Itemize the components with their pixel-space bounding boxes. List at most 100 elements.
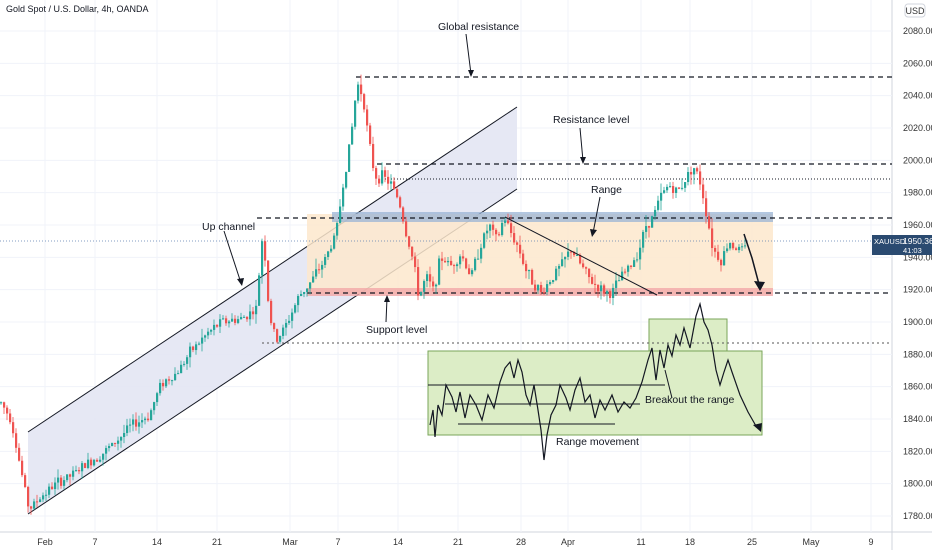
candle-body	[36, 501, 39, 503]
candle-body	[339, 206, 342, 223]
candle-body	[576, 254, 579, 256]
candle-body	[180, 364, 183, 374]
candle-body	[525, 263, 528, 272]
candle-body	[426, 274, 429, 282]
candle-body	[363, 94, 366, 110]
x-tick-label: 14	[393, 537, 403, 547]
annotation-labels: Global resistance Resistance level Range…	[202, 21, 734, 448]
candle-body	[663, 190, 666, 193]
x-tick-label: 11	[636, 537, 645, 547]
candle-body	[693, 168, 696, 175]
up-channel-pointer-head	[237, 278, 244, 286]
candle-body	[486, 230, 489, 234]
range-movement-label: Range movement	[556, 436, 639, 448]
y-tick-label: 2020.000	[903, 123, 932, 133]
candle-body	[63, 480, 66, 486]
candle-body	[540, 285, 543, 292]
x-tick-label: Feb	[37, 537, 53, 547]
candle-body	[276, 329, 279, 342]
candle-body	[6, 407, 9, 414]
candle-body	[270, 300, 273, 324]
candle-body	[405, 221, 408, 237]
candle-body	[216, 324, 219, 327]
candle-body	[342, 187, 345, 207]
candle-body	[60, 477, 63, 486]
candle-body	[135, 419, 138, 427]
candle-body	[315, 269, 318, 277]
candle-body	[399, 197, 402, 208]
candle-body	[378, 178, 381, 184]
candle-body	[102, 453, 105, 460]
candle-body	[234, 318, 237, 323]
y-tick-label: 1960.000	[903, 220, 932, 230]
candle-body	[474, 258, 477, 271]
candle-body	[132, 419, 135, 425]
candle-body	[513, 233, 516, 243]
candle-body	[351, 126, 354, 145]
resistance-level-label: Resistance level	[553, 114, 629, 126]
candle-body	[210, 329, 213, 332]
candle-body	[90, 459, 93, 466]
candle-body	[741, 246, 744, 248]
candle-body	[462, 256, 465, 259]
candle-body	[420, 291, 423, 296]
inset-arrowhead	[753, 423, 762, 432]
candle-body	[78, 470, 81, 472]
candle-body	[735, 248, 738, 251]
candle-body	[384, 170, 387, 177]
candle-body	[39, 499, 42, 502]
candle-body	[267, 260, 270, 301]
x-tick-label: Apr	[561, 537, 575, 547]
time-axis[interactable]: Feb 7 14 21 Mar 7 14 21 28 Apr 11 18 25 May 9	[37, 537, 873, 547]
candle-body	[411, 246, 414, 257]
candle-body	[456, 264, 459, 267]
candle-body	[471, 270, 474, 275]
candle-body	[708, 216, 711, 229]
candle-body	[225, 318, 228, 324]
x-tick-label: May	[802, 537, 820, 547]
candle-body	[408, 236, 411, 247]
candle-body	[441, 258, 444, 261]
candle-body	[630, 265, 633, 267]
candle-body	[495, 229, 498, 235]
candle-body	[375, 168, 378, 179]
y-tick-label: 2000.000	[903, 155, 932, 165]
inset-panel	[427, 350, 763, 436]
price-axis[interactable]: 2080.000 2060.000 2040.000 2020.000 2000.000…	[903, 26, 932, 521]
candle-body	[648, 226, 651, 228]
candle-body	[564, 256, 567, 260]
projection-arrowhead	[754, 281, 765, 291]
candle-body	[153, 402, 156, 411]
candle-body	[189, 346, 192, 358]
x-tick-label: 9	[868, 537, 873, 547]
x-tick-label: 7	[335, 537, 340, 547]
currency-button-label[interactable]: USD	[905, 6, 925, 16]
candle-body	[681, 187, 684, 189]
candle-body	[423, 281, 426, 292]
candle-body	[207, 331, 210, 336]
y-tick-label: 1820.000	[903, 446, 932, 456]
candle-body	[612, 287, 615, 298]
candle-body	[387, 176, 390, 184]
candle-body	[477, 258, 480, 260]
x-tick-label: 21	[453, 537, 463, 547]
y-tick-label: 1860.000	[903, 382, 932, 392]
candle-body	[678, 187, 681, 189]
candle-body	[84, 463, 87, 469]
candle-body	[483, 233, 486, 248]
candle-body	[450, 260, 453, 266]
candle-body	[372, 143, 375, 169]
candle-body	[657, 200, 660, 210]
candle-body	[168, 379, 171, 381]
candle-body	[279, 335, 282, 342]
y-tick-label: 2040.000	[903, 91, 932, 101]
candle-body	[177, 373, 180, 375]
candle-body	[618, 280, 621, 282]
candle-body	[297, 295, 300, 306]
candle-body	[51, 486, 54, 490]
candle-body	[504, 220, 507, 223]
currency-button[interactable]	[904, 3, 926, 18]
candle-body	[144, 418, 147, 421]
